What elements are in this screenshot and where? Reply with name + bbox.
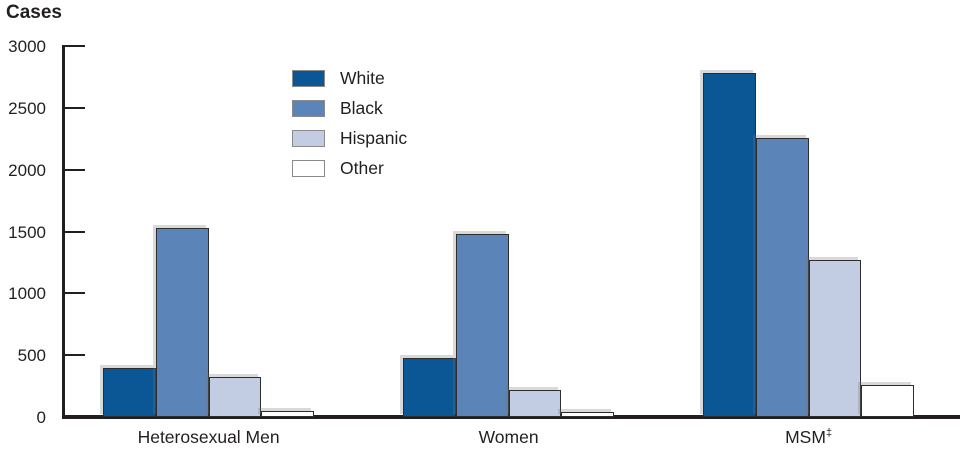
x-category-label-msm: MSM‡ (679, 427, 939, 448)
y-axis-tick (62, 45, 85, 47)
legend-label: Black (340, 97, 383, 118)
bar-other-msm (861, 385, 915, 417)
y-axis-tick (62, 169, 85, 171)
bar-black-women (455, 234, 509, 417)
y-axis-tick (62, 354, 85, 356)
legend-item-hispanic: Hispanic (292, 126, 407, 150)
legend-swatch-white (292, 69, 325, 87)
y-tick-label: 500 (17, 346, 46, 365)
legend-label: Hispanic (340, 127, 408, 148)
y-tick-label: 1500 (8, 223, 46, 242)
x-category-text: MSM (785, 427, 826, 447)
legend-swatch-black (292, 99, 325, 117)
x-category-label-women: Women (379, 427, 639, 448)
y-tick-label: 2500 (8, 99, 46, 118)
legend-label: White (340, 67, 385, 88)
y-tick-label: 0 (36, 408, 46, 427)
x-category-label-heterosexual-men: Heterosexual Men (79, 427, 339, 448)
bar-other-women (561, 412, 615, 417)
legend-label: Other (340, 157, 384, 178)
x-category-text: Heterosexual Men (137, 427, 280, 447)
bar-black-heterosexual-men (155, 228, 209, 417)
legend-swatch-hispanic (292, 129, 325, 147)
x-axis-line (62, 415, 960, 419)
bar-white-women (403, 358, 456, 417)
legend-swatch-other (292, 159, 325, 177)
footnote-marker: ‡ (825, 427, 833, 440)
y-axis-tick (62, 231, 85, 233)
y-axis-tick (62, 292, 85, 294)
bar-hispanic-msm (808, 260, 862, 417)
bar-hispanic-women (508, 390, 562, 417)
bar-black-msm (755, 138, 809, 417)
bar-white-msm (703, 73, 756, 417)
y-tick-label: 1000 (8, 284, 46, 303)
y-axis-tick (62, 107, 85, 109)
bar-hispanic-heterosexual-men (208, 377, 262, 417)
y-tick-label: 2000 (8, 161, 46, 180)
y-tick-label: 3000 (8, 37, 46, 56)
bar-other-heterosexual-men (261, 411, 315, 417)
x-category-text: Women (478, 427, 539, 447)
legend-item-black: Black (292, 96, 383, 120)
bar-white-heterosexual-men (103, 368, 156, 417)
legend-item-white: White (292, 66, 385, 90)
legend-item-other: Other (292, 156, 384, 180)
y-axis-title: Cases (6, 2, 62, 23)
